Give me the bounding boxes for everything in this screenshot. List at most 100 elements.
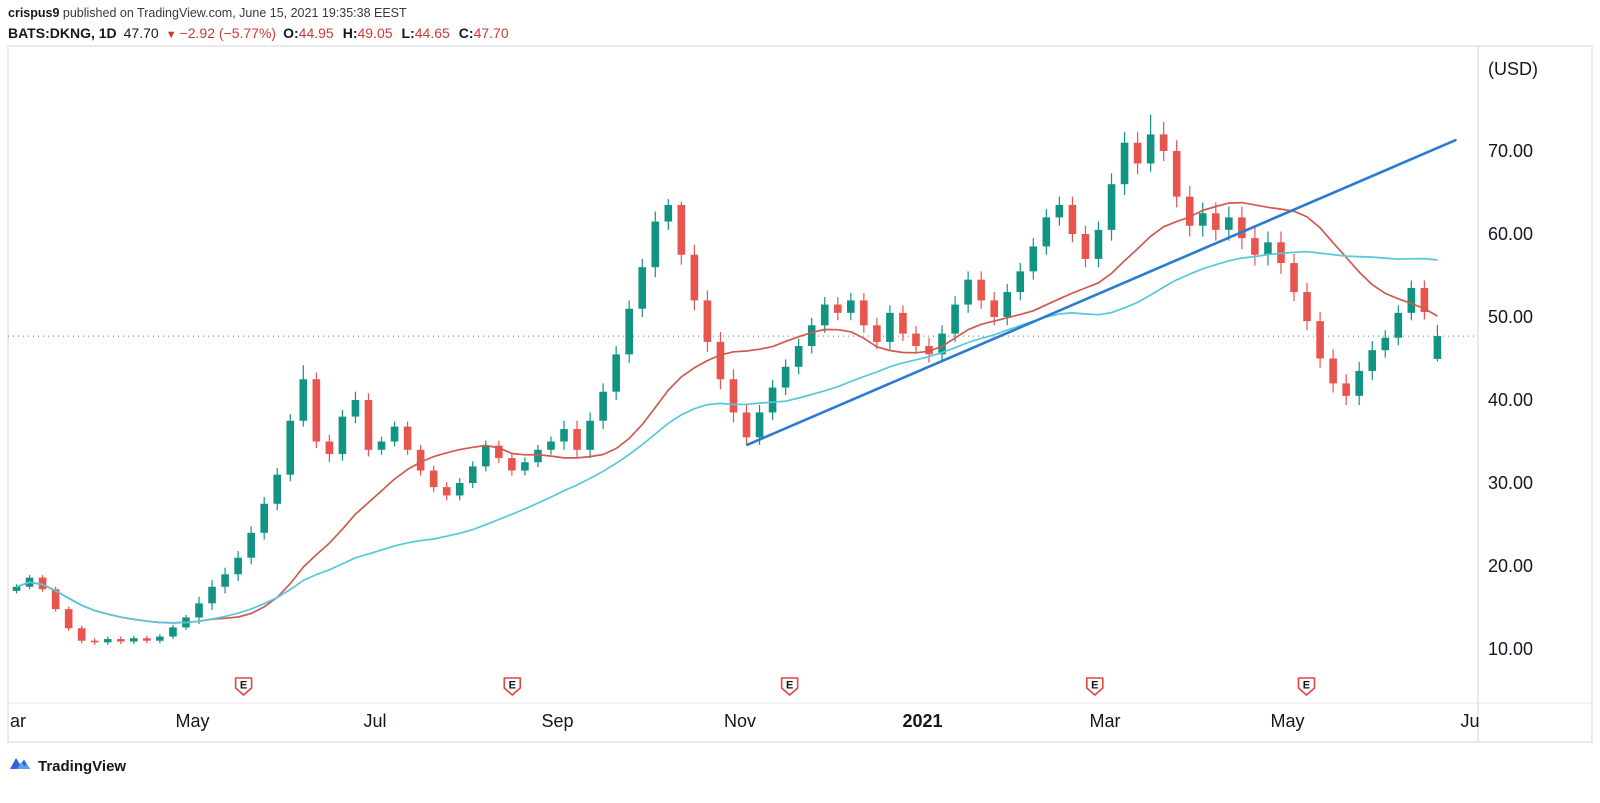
candle-body bbox=[468, 466, 477, 483]
candle-body bbox=[1290, 263, 1298, 293]
price-tick-label: 20.00 bbox=[1488, 556, 1533, 576]
candle-body bbox=[690, 254, 699, 301]
time-tick-label: Sep bbox=[541, 711, 573, 731]
earnings-badge-shape bbox=[1085, 677, 1104, 696]
candle-body bbox=[1420, 287, 1429, 313]
earnings-letter: E bbox=[786, 680, 793, 692]
earnings-letter: E bbox=[509, 680, 516, 692]
candle-body bbox=[977, 279, 985, 301]
time-tick-label: Nov bbox=[724, 711, 756, 731]
ma-fast-red-line[interactable] bbox=[16, 201, 1438, 624]
candles-layer[interactable] bbox=[12, 114, 1442, 645]
candle-body bbox=[1198, 213, 1207, 226]
ohlc-low: L:44.65 bbox=[402, 25, 450, 41]
candle-body bbox=[1251, 238, 1259, 255]
time-tick-label: May bbox=[1270, 711, 1304, 731]
candle-body bbox=[560, 429, 568, 442]
candle-body bbox=[455, 483, 464, 496]
candle-body bbox=[703, 300, 712, 342]
candle-body bbox=[377, 441, 386, 450]
candle-body bbox=[651, 221, 660, 268]
price-axis[interactable]: (USD) 70.00 60.00 50.00 40.00 30.00 20.00 10.00 bbox=[1488, 59, 1538, 659]
candle-body bbox=[1381, 337, 1390, 351]
candle-body bbox=[716, 341, 725, 380]
time-tick-label: ar bbox=[10, 711, 26, 731]
candle-body bbox=[899, 312, 907, 334]
candle-body bbox=[638, 267, 647, 309]
candle-body bbox=[768, 387, 777, 413]
ma-slow-cyan-line[interactable] bbox=[16, 250, 1438, 624]
candle-body bbox=[208, 586, 216, 604]
candle-body bbox=[12, 586, 21, 591]
earnings-marker[interactable]: E bbox=[1085, 677, 1104, 696]
candle-body bbox=[364, 400, 373, 450]
candle-body bbox=[103, 639, 112, 643]
candle-body bbox=[286, 420, 295, 475]
candle-body bbox=[351, 400, 360, 417]
tradingview-watermark[interactable]: TradingView bbox=[8, 755, 126, 777]
candle-body bbox=[299, 379, 308, 421]
candle-body bbox=[886, 312, 894, 342]
candle-body bbox=[130, 638, 138, 642]
candle-body bbox=[625, 308, 633, 355]
candle-body bbox=[781, 366, 790, 388]
symbol-legend: BATS:DKNG, 1D 47.70 ▼ −2.92 (−5.77%) O:44.95… bbox=[8, 25, 518, 41]
time-axis[interactable]: ar May Jul Sep Nov 2021 Mar May Ju bbox=[10, 711, 1480, 731]
tradingview-logo-icon[interactable] bbox=[8, 755, 32, 777]
candle-body bbox=[325, 441, 334, 454]
brand-name[interactable]: TradingView bbox=[38, 757, 127, 775]
last-price: 47.70 bbox=[123, 25, 159, 41]
candle-body bbox=[390, 426, 399, 442]
candle-body bbox=[1068, 204, 1077, 234]
candle-body bbox=[990, 300, 998, 317]
high-value: 49.05 bbox=[357, 25, 393, 41]
earnings-marker[interactable]: E bbox=[1297, 677, 1316, 696]
candle-body bbox=[38, 577, 47, 590]
low-value: 44.65 bbox=[414, 25, 450, 41]
candle-body bbox=[90, 640, 99, 643]
earnings-marker[interactable]: E bbox=[234, 677, 253, 696]
candle-body bbox=[912, 333, 920, 347]
candle-body bbox=[1185, 196, 1194, 226]
open-value: 44.95 bbox=[298, 25, 334, 41]
candle-body bbox=[143, 638, 151, 641]
price-tick-label: 70.00 bbox=[1488, 141, 1533, 161]
candle-body bbox=[403, 426, 412, 450]
candle-body bbox=[677, 204, 686, 255]
author-name: crispus9 bbox=[8, 6, 60, 20]
attribution-text: published on TradingView.com, June 15, 2… bbox=[59, 6, 407, 20]
candle-body bbox=[1094, 229, 1103, 259]
earnings-badge-shape bbox=[503, 677, 522, 696]
earnings-badge-shape bbox=[1297, 677, 1316, 696]
candle-body bbox=[156, 636, 164, 641]
earnings-badge-shape bbox=[234, 677, 253, 696]
candle-body bbox=[195, 603, 203, 618]
candle-body bbox=[77, 628, 86, 641]
price-tick-label: 40.00 bbox=[1488, 390, 1533, 410]
trendline[interactable] bbox=[745, 138, 1457, 447]
change-down-arrow-icon: ▼ bbox=[165, 29, 177, 41]
candle-body bbox=[1368, 350, 1377, 371]
candle-body bbox=[612, 354, 620, 392]
symbol-title[interactable]: BATS:DKNG, 1D bbox=[8, 25, 117, 41]
earnings-marker[interactable]: E bbox=[503, 677, 522, 696]
candle-body bbox=[64, 609, 73, 629]
attribution: crispus9 published on TradingView.com, J… bbox=[8, 6, 407, 20]
candle-body bbox=[1342, 383, 1350, 396]
price-tick-label: 30.00 bbox=[1488, 473, 1533, 493]
price-tick-label: 60.00 bbox=[1488, 224, 1533, 244]
ohlc-high: H:49.05 bbox=[343, 25, 393, 41]
time-tick-label: 2021 bbox=[902, 711, 942, 731]
candle-body bbox=[1133, 142, 1142, 164]
earnings-badge-shape bbox=[780, 677, 799, 696]
time-tick-label: May bbox=[175, 711, 209, 731]
earnings-marker[interactable]: E bbox=[780, 677, 799, 696]
earnings-letter: E bbox=[1091, 680, 1098, 692]
candle-body bbox=[1029, 246, 1038, 272]
candle-body bbox=[794, 346, 803, 367]
candle-body bbox=[820, 304, 829, 326]
candle-body bbox=[51, 589, 60, 610]
